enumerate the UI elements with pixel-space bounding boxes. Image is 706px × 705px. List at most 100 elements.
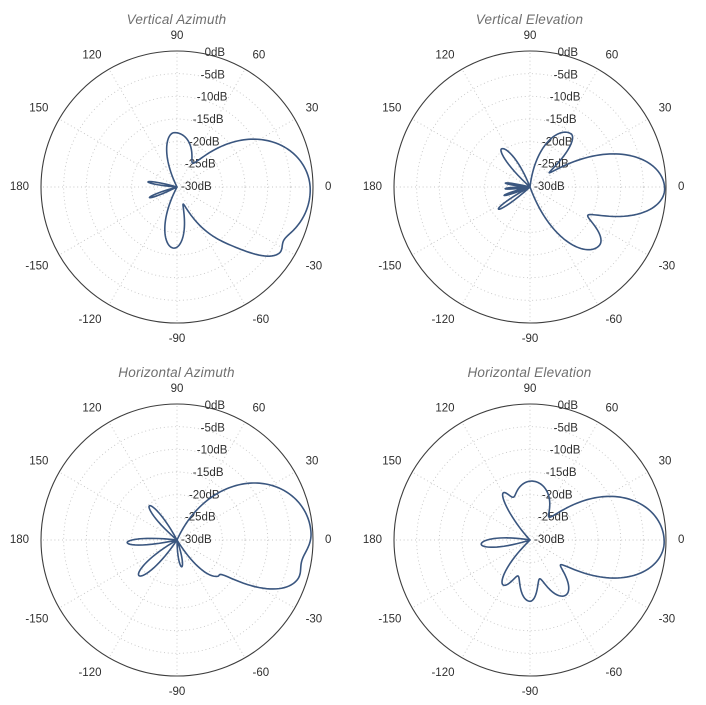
polar-outer-ring: [40, 403, 314, 677]
polar-grid-spoke: [461, 68, 531, 188]
polar-grid-spoke: [108, 68, 178, 188]
angle-tick-label: 60: [253, 49, 266, 61]
polar-grid-ring: [416, 73, 644, 301]
angle-tick-label: 90: [524, 30, 537, 42]
angle-tick-label: 60: [606, 402, 619, 414]
polar-grid-spoke: [176, 539, 296, 609]
angle-tick-label: 90: [171, 30, 184, 42]
angle-tick-label: 180: [10, 181, 29, 193]
polar-grid-ring: [461, 471, 599, 609]
chart-title-vertical-azimuth: Vertical Azimuth: [126, 12, 227, 27]
radiation-pattern-curve: [147, 131, 312, 257]
polar-grid-spoke: [108, 186, 178, 306]
angle-tick-label: 180: [363, 181, 382, 193]
radial-tick-label: -15dB: [193, 114, 224, 126]
polar-grid-ring: [85, 448, 269, 632]
polar-grid-spoke: [58, 118, 178, 188]
radial-tick-label: 0dB: [205, 400, 226, 412]
polar-outer-ring: [40, 50, 314, 324]
angle-tick-label: -90: [522, 333, 539, 345]
angle-tick-label: 150: [29, 103, 48, 115]
polar-grid-spoke: [58, 539, 178, 609]
radiation-pattern-curve: [126, 482, 312, 590]
angle-tick-label: 150: [29, 456, 48, 468]
polar-grid-ring: [153, 163, 201, 211]
polar-grid-spoke: [176, 118, 296, 188]
angle-tick-label: 150: [382, 456, 401, 468]
angle-tick-label: 60: [606, 49, 619, 61]
angle-tick-label: 120: [82, 402, 101, 414]
radial-tick-label: 0dB: [558, 400, 579, 412]
polar-grid-ring: [131, 494, 223, 586]
angle-tick-label: 0: [325, 534, 331, 546]
radial-tick-label: -25dB: [538, 512, 569, 524]
radial-tick-label: -30dB: [181, 181, 212, 193]
radial-tick-label: -10dB: [197, 92, 228, 104]
polar-grid-spoke: [461, 186, 531, 306]
radial-tick-label: -20dB: [189, 136, 220, 148]
angle-tick-label: 30: [306, 456, 319, 468]
angle-tick-label: -120: [431, 314, 454, 326]
polar-grid-ring: [506, 516, 554, 564]
angle-tick-label: -90: [169, 333, 186, 345]
angle-tick-label: -150: [25, 261, 48, 273]
angle-tick-label: 30: [306, 103, 319, 115]
angle-tick-label: 30: [659, 103, 672, 115]
radial-tick-label: -15dB: [546, 114, 577, 126]
polar-grid-ring: [506, 163, 554, 211]
polar-grid-ring: [484, 494, 576, 586]
polar-grid-spoke: [176, 539, 246, 659]
polar-grid-ring: [63, 426, 291, 654]
polar-grid-spoke: [176, 186, 246, 306]
polar-grid-spoke: [411, 471, 531, 541]
horizontal-elevation-polar-chart: 0 30 60 90 120 150 180 -150 -120 -90 -60 -30 0dB -5dB…: [363, 383, 685, 698]
radial-tick-label: -5dB: [554, 422, 579, 434]
polar-grid-spoke: [461, 539, 531, 659]
radial-tick-label: 0dB: [558, 47, 579, 59]
polar-grid-spoke: [411, 118, 531, 188]
polar-outer-ring: [393, 50, 667, 324]
polar-grid-ring: [63, 73, 291, 301]
radial-tick-label: -15dB: [546, 467, 577, 479]
angle-tick-label: 0: [325, 181, 331, 193]
panel-horizontal-elevation: 0 30 60 90 120 150 180 -150 -120 -90 -60 -30 0dB -5dB…: [353, 353, 706, 705]
radial-tick-label: -10dB: [197, 445, 228, 457]
radial-tick-label: -5dB: [201, 422, 226, 434]
angle-tick-label: 180: [363, 534, 382, 546]
polar-grid-ring: [131, 141, 223, 233]
angle-tick-label: 30: [659, 456, 672, 468]
polar-grid-spoke: [176, 471, 296, 541]
angle-tick-label: -150: [378, 614, 401, 626]
angle-tick-label: -120: [78, 314, 101, 326]
angle-tick-label: -30: [659, 261, 676, 273]
radial-tick-label: -5dB: [554, 69, 579, 81]
angle-tick-label: -60: [606, 314, 623, 326]
angle-tick-label: -30: [306, 614, 323, 626]
chart-title-horizontal-elevation: Horizontal Elevation: [467, 365, 592, 380]
radial-tick-label: -20dB: [189, 489, 220, 501]
radial-tick-label: -30dB: [534, 534, 565, 546]
angle-tick-label: -150: [25, 614, 48, 626]
polar-grid-ring: [438, 448, 622, 632]
polar-grid-ring: [108, 471, 246, 609]
angle-tick-label: -150: [378, 261, 401, 273]
polar-grid-spoke: [411, 539, 531, 609]
radial-tick-label: -10dB: [550, 445, 581, 457]
polar-grid-ring: [108, 118, 246, 256]
radial-tick-label: -30dB: [534, 181, 565, 193]
polar-grid-spoke: [529, 186, 599, 306]
angle-tick-label: -120: [78, 667, 101, 679]
chart-title-horizontal-azimuth: Horizontal Azimuth: [118, 365, 235, 380]
radial-tick-label: -10dB: [550, 92, 581, 104]
polar-outer-ring: [393, 403, 667, 677]
angle-tick-label: -90: [522, 686, 539, 698]
angle-tick-label: -120: [431, 667, 454, 679]
polar-grid-spoke: [529, 539, 599, 659]
radial-tick-label: -30dB: [181, 534, 212, 546]
polar-grid-spoke: [58, 471, 178, 541]
angle-tick-label: -60: [253, 667, 270, 679]
polar-grid-spoke: [108, 539, 178, 659]
polar-grid-ring: [461, 118, 599, 256]
vertical-azimuth-polar-chart: 0 30 60 90 120 150 180 -150 -120 -90 -60 -30 0dB -5dB…: [10, 30, 332, 345]
